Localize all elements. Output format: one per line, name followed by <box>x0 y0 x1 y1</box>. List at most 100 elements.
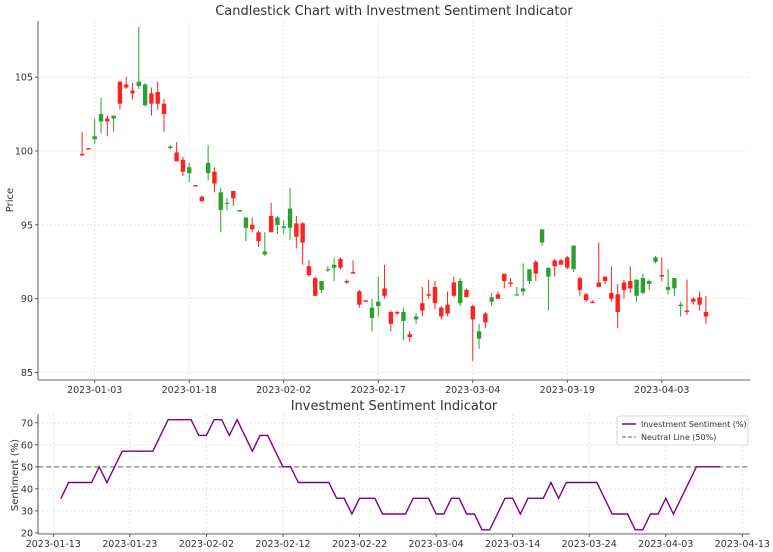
sentiment-point <box>282 466 284 468</box>
candle-body <box>161 103 167 115</box>
candle <box>117 81 123 110</box>
candle-body <box>193 184 198 187</box>
sentiment-point <box>313 481 315 484</box>
candle-body <box>640 278 646 293</box>
candle-body <box>691 298 696 302</box>
candle-body <box>86 148 91 150</box>
candle <box>464 288 469 298</box>
sentiment-point <box>305 481 307 484</box>
candle-body <box>300 223 305 243</box>
candle <box>413 313 419 324</box>
candle <box>306 260 312 277</box>
sentiment-point <box>688 481 690 484</box>
candle <box>426 279 431 299</box>
candle-body <box>439 307 444 317</box>
candle-body <box>514 294 520 296</box>
candle-body <box>231 190 236 199</box>
candle <box>231 190 236 206</box>
candle <box>149 87 154 116</box>
candle-body <box>281 226 286 228</box>
candle-body <box>205 162 211 174</box>
x-tick-label: 2023-01-03 <box>67 385 122 396</box>
candle <box>313 276 318 296</box>
candle-body <box>262 251 268 255</box>
sentiment-chart-title: Investment Sentiment Indicator <box>291 399 498 414</box>
sentiment-point <box>320 481 322 484</box>
sentiment-point <box>466 513 468 515</box>
sentiment-point <box>489 529 491 531</box>
candle-body <box>237 210 242 212</box>
candle <box>205 145 211 181</box>
y-tick-label: 85 <box>21 368 33 379</box>
candlestick-chart: Candlestick Chart with Investment Sentim… <box>5 4 750 396</box>
candle-body <box>401 312 406 321</box>
candle <box>609 266 614 302</box>
candle <box>691 297 696 305</box>
candle-body <box>149 93 154 104</box>
candle-body <box>363 300 368 302</box>
sentiment-point <box>535 497 537 499</box>
candle-body <box>369 307 375 318</box>
candle <box>79 131 85 156</box>
x-tick-label: 2023-02-22 <box>332 539 387 550</box>
candle <box>659 257 664 282</box>
candle-body <box>180 159 186 172</box>
sentiment-point <box>427 497 430 499</box>
candle-body <box>646 281 652 284</box>
candle <box>325 266 331 273</box>
candle <box>583 292 589 302</box>
x-tick-label: 2023-04-03 <box>634 385 689 396</box>
sentiment-point <box>558 497 560 499</box>
candle <box>571 245 576 273</box>
sentiment-point <box>129 450 131 452</box>
candle-body <box>539 229 545 243</box>
candle <box>558 258 564 265</box>
candle-body <box>79 153 85 156</box>
candle-body <box>187 167 192 174</box>
candle-body <box>684 310 690 313</box>
candle-body <box>527 269 532 282</box>
candlestick-axes: 85 90 95 100 105 2023-01-03 2023-01-18 2023-02-… <box>15 21 750 396</box>
candle <box>262 232 268 256</box>
candle-body <box>268 216 274 233</box>
sentiment-point <box>152 450 154 452</box>
sentiment-point <box>703 466 705 468</box>
candle-body <box>306 266 312 276</box>
candle-body <box>413 316 419 320</box>
sentiment-point <box>259 434 261 436</box>
candle <box>665 269 671 295</box>
sentiment-point <box>473 513 475 515</box>
sentiment-point <box>519 513 521 515</box>
sentiment-point <box>412 497 414 499</box>
candle-body <box>451 282 457 296</box>
sentiment-point <box>443 513 445 515</box>
candle <box>394 310 400 315</box>
candle-body <box>483 313 488 323</box>
candle-body <box>331 264 337 268</box>
sentiment-point <box>649 513 652 515</box>
candle-body <box>495 294 501 299</box>
candle-body <box>111 115 116 119</box>
candle <box>142 83 148 107</box>
candle-body <box>313 278 318 296</box>
candle-body <box>319 281 324 290</box>
sentiment-point <box>672 513 675 515</box>
candle-body <box>628 281 633 289</box>
candle-body <box>142 84 148 106</box>
sentiment-point <box>167 419 169 421</box>
sentiment-point <box>680 497 682 499</box>
candle-body <box>590 301 595 304</box>
sentiment-point <box>221 419 223 421</box>
candle-body <box>105 118 110 122</box>
candle <box>130 83 135 100</box>
candle <box>199 195 205 202</box>
candlestick-chart-title: Candlestick Chart with Investment Sentim… <box>215 4 573 19</box>
candle <box>161 99 167 132</box>
sentiment-point <box>297 481 299 484</box>
sentiment-point <box>98 466 100 468</box>
sentiment-point <box>665 497 667 499</box>
candle <box>294 216 299 249</box>
candle-body <box>350 272 356 274</box>
candle <box>546 267 551 311</box>
candle <box>124 77 129 89</box>
